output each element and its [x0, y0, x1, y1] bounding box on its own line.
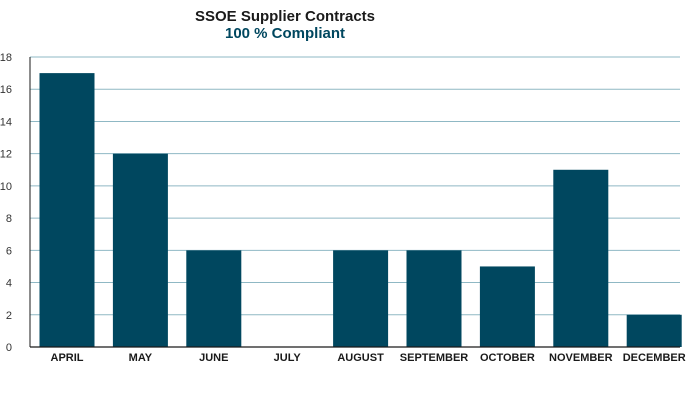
bar-october — [479, 266, 535, 347]
chart-subtitle: 100 % Compliant — [224, 25, 346, 42]
x-category-label: AUGUST — [337, 352, 384, 364]
bar-december — [626, 314, 682, 347]
y-tick-label: 10 — [0, 181, 12, 193]
x-category-label: MAY — [129, 352, 153, 364]
chart-title-block: SSOE Supplier Contracts 100 % Compliant — [150, 8, 420, 42]
y-tick-label: 4 — [6, 278, 12, 290]
y-tick-label: 0 — [6, 342, 12, 354]
x-category-label: APRIL — [51, 352, 84, 364]
y-tick-label: 12 — [0, 149, 12, 161]
y-tick-label: 16 — [0, 84, 12, 96]
axes — [29, 57, 680, 348]
bar-november — [553, 169, 609, 347]
x-category-labels: APRIL MAY JUNE JULY AUGUST SEPTEMBER OCTOBER NO… — [51, 352, 686, 364]
bar-june — [186, 250, 242, 347]
bar-april — [39, 73, 95, 347]
y-tick-label: 6 — [6, 245, 12, 257]
bar-september — [406, 250, 462, 347]
chart-title: SSOE Supplier Contracts — [194, 8, 376, 25]
x-category-label: JUNE — [199, 352, 228, 364]
x-category-label: DECEMBER — [623, 352, 686, 364]
y-tick-label: 18 — [0, 52, 12, 64]
bars — [39, 73, 682, 347]
bar-august — [333, 250, 389, 347]
y-tick-labels: 0 2 4 6 8 10 12 14 16 18 — [0, 52, 12, 354]
y-tick-label: 14 — [0, 116, 12, 128]
y-tick-label: 8 — [6, 213, 12, 225]
bar-may — [112, 153, 168, 347]
x-category-label: NOVEMBER — [549, 352, 613, 364]
x-category-label: OCTOBER — [480, 352, 535, 364]
x-category-label: JULY — [274, 352, 302, 364]
y-tick-label: 2 — [6, 310, 12, 322]
x-category-label: SEPTEMBER — [400, 352, 469, 364]
